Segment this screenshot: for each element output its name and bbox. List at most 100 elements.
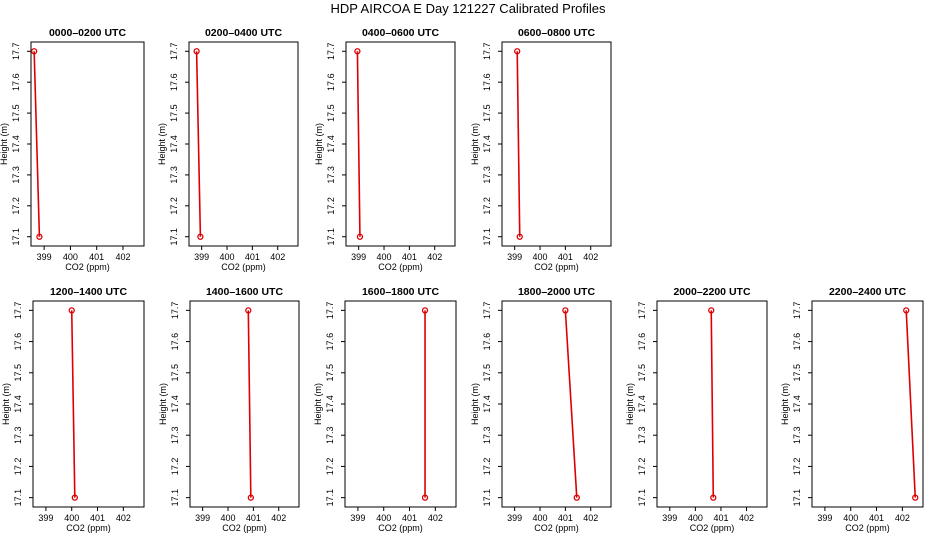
plot-frame bbox=[344, 300, 457, 508]
y-tick-label: 17.6 bbox=[13, 333, 23, 351]
x-axis-label: CO2 (ppm) bbox=[221, 262, 266, 272]
y-tick-label: 17.1 bbox=[11, 228, 21, 246]
x-tick-label: 401 bbox=[558, 252, 573, 262]
x-tick-label: 399 bbox=[507, 513, 522, 523]
x-tick-label: 399 bbox=[662, 513, 677, 523]
x-tick-label: 400 bbox=[843, 513, 858, 523]
y-tick-label: 17.4 bbox=[11, 135, 21, 153]
data-point bbox=[193, 48, 200, 55]
data-point bbox=[356, 233, 364, 240]
x-tick-label: 400 bbox=[220, 252, 235, 262]
y-tick-label: 17.4 bbox=[326, 135, 336, 153]
panel-title: 1400–1600 UTC bbox=[206, 286, 283, 298]
y-tick-label: 17.5 bbox=[482, 104, 492, 122]
y-tick-label: 17.7 bbox=[482, 302, 492, 320]
y-axis-label: Height (m) bbox=[780, 383, 790, 425]
x-axis-label: CO2 (ppm) bbox=[66, 523, 111, 533]
y-tick-label: 17.6 bbox=[325, 333, 335, 351]
y-tick-label: 17.3 bbox=[169, 166, 179, 184]
x-tick-label: 401 bbox=[246, 513, 261, 523]
data-point bbox=[31, 48, 38, 55]
y-axis-label: Height (m) bbox=[313, 383, 323, 425]
data-point bbox=[245, 307, 252, 314]
y-axis-label: Height (m) bbox=[470, 123, 480, 165]
y-tick-label: 17.3 bbox=[326, 166, 336, 184]
x-tick-label: 399 bbox=[37, 252, 52, 262]
y-tick-label: 17.4 bbox=[637, 395, 647, 413]
x-tick-label: 401 bbox=[869, 513, 884, 523]
y-tick-label: 17.1 bbox=[170, 489, 180, 507]
x-tick-label: 402 bbox=[115, 252, 130, 262]
x-tick-label: 401 bbox=[402, 513, 417, 523]
y-tick-label: 17.6 bbox=[11, 73, 21, 91]
y-tick-label: 17.3 bbox=[170, 426, 180, 444]
x-tick-label: 400 bbox=[533, 513, 548, 523]
panel-5: 1200–1400 UTC 399 400 401 402 17.1 17.2 17.3 17.… bbox=[1, 286, 145, 533]
y-tick-label: 17.6 bbox=[169, 73, 179, 91]
y-axis-label: Height (m) bbox=[158, 383, 168, 425]
y-tick-label: 17.2 bbox=[792, 458, 802, 476]
y-tick-label: 17.7 bbox=[637, 302, 647, 320]
data-point bbox=[516, 233, 523, 240]
y-tick-label: 17.7 bbox=[170, 302, 180, 320]
plot-frame bbox=[189, 300, 300, 508]
y-tick-label: 17.5 bbox=[326, 104, 336, 122]
panel-title: 0400–0600 UTC bbox=[362, 27, 439, 39]
y-tick-label: 17.2 bbox=[11, 197, 21, 215]
plot-frame bbox=[501, 300, 612, 508]
y-tick-label: 17.7 bbox=[11, 43, 21, 61]
x-axis-label: CO2 (ppm) bbox=[65, 262, 110, 272]
y-tick-label: 17.6 bbox=[482, 73, 492, 91]
x-tick-label: 401 bbox=[245, 252, 260, 262]
y-tick-label: 17.3 bbox=[482, 166, 492, 184]
panel-8: 1800–2000 UTC 399 400 401 402 17.1 17.2 17.3 17.… bbox=[470, 286, 612, 533]
plot-frame bbox=[32, 300, 145, 508]
panel-title: 2200–2400 UTC bbox=[829, 286, 906, 298]
panel-1: 0000–0200 UTC 399 400 401 402 17.1 17.2 17.3 17.… bbox=[0, 27, 145, 272]
x-tick-label: 399 bbox=[194, 252, 209, 262]
y-tick-label: 17.5 bbox=[11, 104, 21, 122]
x-tick-label: 400 bbox=[533, 252, 548, 262]
y-axis-label: Height (m) bbox=[0, 123, 9, 165]
panel-7: 1600–1800 UTC 399 400 401 402 17.1 17.2 17.3 17.… bbox=[313, 286, 457, 533]
x-tick-label: 401 bbox=[89, 252, 104, 262]
profile-line bbox=[905, 310, 917, 498]
y-tick-label: 17.1 bbox=[325, 489, 335, 507]
y-tick-label: 17.7 bbox=[325, 302, 335, 320]
x-axis-label: CO2 (ppm) bbox=[378, 262, 423, 272]
y-tick-label: 17.2 bbox=[13, 458, 23, 476]
y-tick-label: 17.2 bbox=[482, 197, 492, 215]
x-axis-label: CO2 (ppm) bbox=[378, 523, 423, 533]
y-tick-label: 17.6 bbox=[792, 333, 802, 351]
data-point bbox=[354, 48, 361, 55]
x-tick-label: 402 bbox=[427, 252, 442, 262]
y-tick-label: 17.7 bbox=[326, 43, 336, 61]
y-tick-label: 17.1 bbox=[169, 228, 179, 246]
y-tick-label: 17.5 bbox=[792, 364, 802, 382]
y-tick-label: 17.6 bbox=[170, 333, 180, 351]
y-axis-label: Height (m) bbox=[314, 123, 324, 165]
x-tick-label: 400 bbox=[63, 252, 78, 262]
y-tick-label: 17.3 bbox=[792, 426, 802, 444]
x-axis-label: CO2 (ppm) bbox=[534, 262, 579, 272]
data-point bbox=[903, 307, 910, 314]
y-tick-label: 17.5 bbox=[169, 104, 179, 122]
y-tick-label: 17.1 bbox=[13, 489, 23, 507]
x-tick-label: 399 bbox=[350, 513, 365, 523]
plot-frame bbox=[30, 41, 145, 247]
x-tick-label: 399 bbox=[195, 513, 210, 523]
x-axis-label: CO2 (ppm) bbox=[534, 523, 579, 533]
y-tick-label: 17.2 bbox=[170, 458, 180, 476]
data-point bbox=[71, 494, 78, 501]
x-tick-label: 401 bbox=[90, 513, 105, 523]
data-point bbox=[36, 233, 43, 240]
x-axis-label: CO2 (ppm) bbox=[845, 523, 890, 533]
y-tick-label: 17.6 bbox=[482, 333, 492, 351]
x-tick-label: 402 bbox=[116, 513, 131, 523]
x-tick-label: 401 bbox=[558, 513, 573, 523]
panel-title: 0200–0400 UTC bbox=[205, 27, 282, 39]
panel-2: 0200–0400 UTC 399 400 401 402 17.1 17.2 17.3 17.… bbox=[157, 27, 299, 272]
y-axis-label: Height (m) bbox=[1, 383, 11, 425]
y-tick-label: 17.4 bbox=[13, 395, 23, 413]
